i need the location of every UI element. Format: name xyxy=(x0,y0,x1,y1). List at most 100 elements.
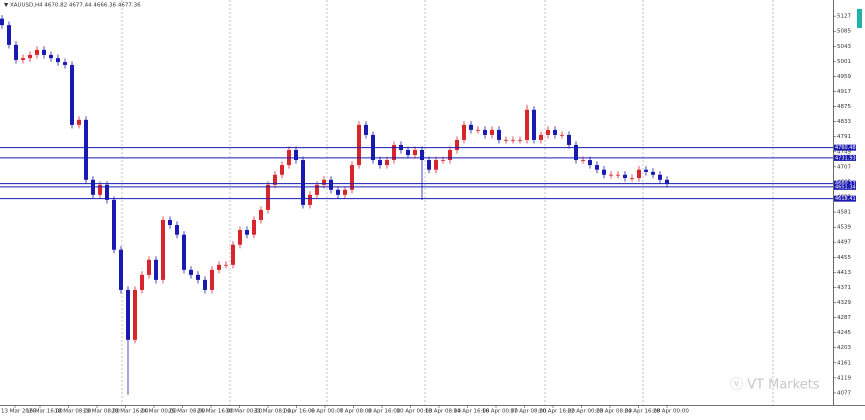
y-tick-label: 4959 xyxy=(837,74,851,80)
y-tick-label: 4497 xyxy=(837,240,851,246)
x-tick-label: 20 Apr 16:00 xyxy=(539,409,575,415)
x-tick-label: 24 Mar 00:00 xyxy=(140,409,177,415)
y-tick-label: 4245 xyxy=(837,330,851,336)
candle-body xyxy=(497,129,501,140)
x-tick-label: 19 Mar 08:00 xyxy=(83,409,120,415)
candle-body xyxy=(42,49,46,55)
y-tick-label: 5043 xyxy=(837,44,851,50)
candle-body xyxy=(21,58,25,60)
y-tick-label: 4287 xyxy=(837,315,851,321)
candle-body xyxy=(28,54,32,59)
level-label: 4760.48 xyxy=(835,145,856,151)
x-tick-label: 16 Mar 16:00 xyxy=(26,409,63,415)
level-label-box xyxy=(834,144,856,151)
candle-body xyxy=(406,149,410,156)
candle-body xyxy=(238,230,242,245)
candle-body xyxy=(518,139,522,141)
candle-body xyxy=(294,149,298,161)
candle-body xyxy=(413,149,417,156)
candle-body xyxy=(637,169,641,178)
candle-body xyxy=(595,165,599,170)
x-tick-label: 24 Apr 16:00 xyxy=(625,409,661,415)
candle-body xyxy=(112,199,116,250)
y-tick-label: 5127 xyxy=(837,14,851,20)
candle-body xyxy=(56,58,60,63)
y-tick-label: 4833 xyxy=(837,119,851,125)
candle-body xyxy=(392,144,396,161)
level-label-box xyxy=(834,180,856,187)
candle-body xyxy=(49,54,53,59)
candle-body xyxy=(420,149,424,161)
candle-body xyxy=(322,179,326,185)
x-tick-label: 16 Apr 00:00 xyxy=(482,409,518,415)
candle-body xyxy=(7,25,11,45)
x-tick-label: 25 Mar 08:00 xyxy=(169,409,206,415)
x-tick-label: 30 Mar 00:00 xyxy=(226,409,263,415)
y-tick-label: 4077 xyxy=(837,390,851,396)
y-tick-label: 4119 xyxy=(837,375,851,381)
candle-body xyxy=(623,174,627,178)
x-tick-label: 22 Apr 00:00 xyxy=(568,409,604,415)
y-tick-label: 4455 xyxy=(837,255,851,261)
x-tick-label: 26 Mar 16:00 xyxy=(197,409,234,415)
candle-body xyxy=(560,134,564,136)
candle-body xyxy=(427,160,431,170)
x-tick-label: 10 Apr 00:00 xyxy=(397,409,433,415)
candle-body xyxy=(63,62,67,65)
x-tick-label: 1 Apr 16:00 xyxy=(283,409,316,415)
candle-body xyxy=(336,189,340,195)
candle-body xyxy=(630,177,634,179)
candle-body xyxy=(483,129,487,135)
candle-body xyxy=(126,289,130,340)
candle-body xyxy=(77,119,81,125)
candle-body xyxy=(315,184,319,195)
candle-body xyxy=(644,169,648,172)
y-tick-label: 4917 xyxy=(837,89,851,95)
x-tick-label: 17 Apr 08:00 xyxy=(511,409,547,415)
x-tick-label: 7 Apr 08:00 xyxy=(340,409,373,415)
candle-body xyxy=(658,174,662,180)
candle-body xyxy=(448,149,452,161)
candle-body xyxy=(553,129,557,135)
candle-body xyxy=(168,219,172,225)
candle-body xyxy=(154,259,158,280)
level-label: 4618.41 xyxy=(835,196,856,202)
watermark: ⓥ VT Markets xyxy=(730,378,820,393)
candle-body xyxy=(546,129,550,135)
candle-body xyxy=(329,179,333,190)
indicator-marker xyxy=(857,9,862,28)
y-tick-label: 4161 xyxy=(837,360,851,366)
candle-body xyxy=(490,129,494,135)
candle-body xyxy=(14,44,18,60)
candle-body xyxy=(609,174,613,176)
x-tick-label: 13 Apr 08:00 xyxy=(425,409,461,415)
candle-body xyxy=(266,184,270,210)
candle-body xyxy=(140,274,144,290)
candle-body xyxy=(343,189,347,195)
candle-body xyxy=(357,124,361,166)
x-tick-label: 14 Apr 16:00 xyxy=(454,409,490,415)
candle-body xyxy=(175,224,179,235)
level-label: 4651.34 xyxy=(835,184,856,190)
candle-body xyxy=(665,179,669,184)
candle-body xyxy=(161,219,165,280)
y-tick-label: 5085 xyxy=(837,29,851,35)
level-label-box xyxy=(834,183,856,190)
candle-body xyxy=(602,169,606,175)
candle-body xyxy=(105,184,109,200)
candle-body xyxy=(273,174,277,185)
candle-body xyxy=(455,139,459,150)
candle-body xyxy=(441,160,445,161)
candle-body xyxy=(231,244,235,265)
x-tick-label: 28 Apr 00:00 xyxy=(653,409,689,415)
y-tick-label: 4791 xyxy=(837,134,851,140)
candle-body xyxy=(308,194,312,205)
x-tick-label: 6 Apr 00:00 xyxy=(311,409,344,415)
candle-body xyxy=(133,289,137,340)
candle-body xyxy=(147,259,151,275)
candle-body xyxy=(84,119,88,180)
candle-body xyxy=(0,18,4,26)
candle-body xyxy=(98,184,102,195)
